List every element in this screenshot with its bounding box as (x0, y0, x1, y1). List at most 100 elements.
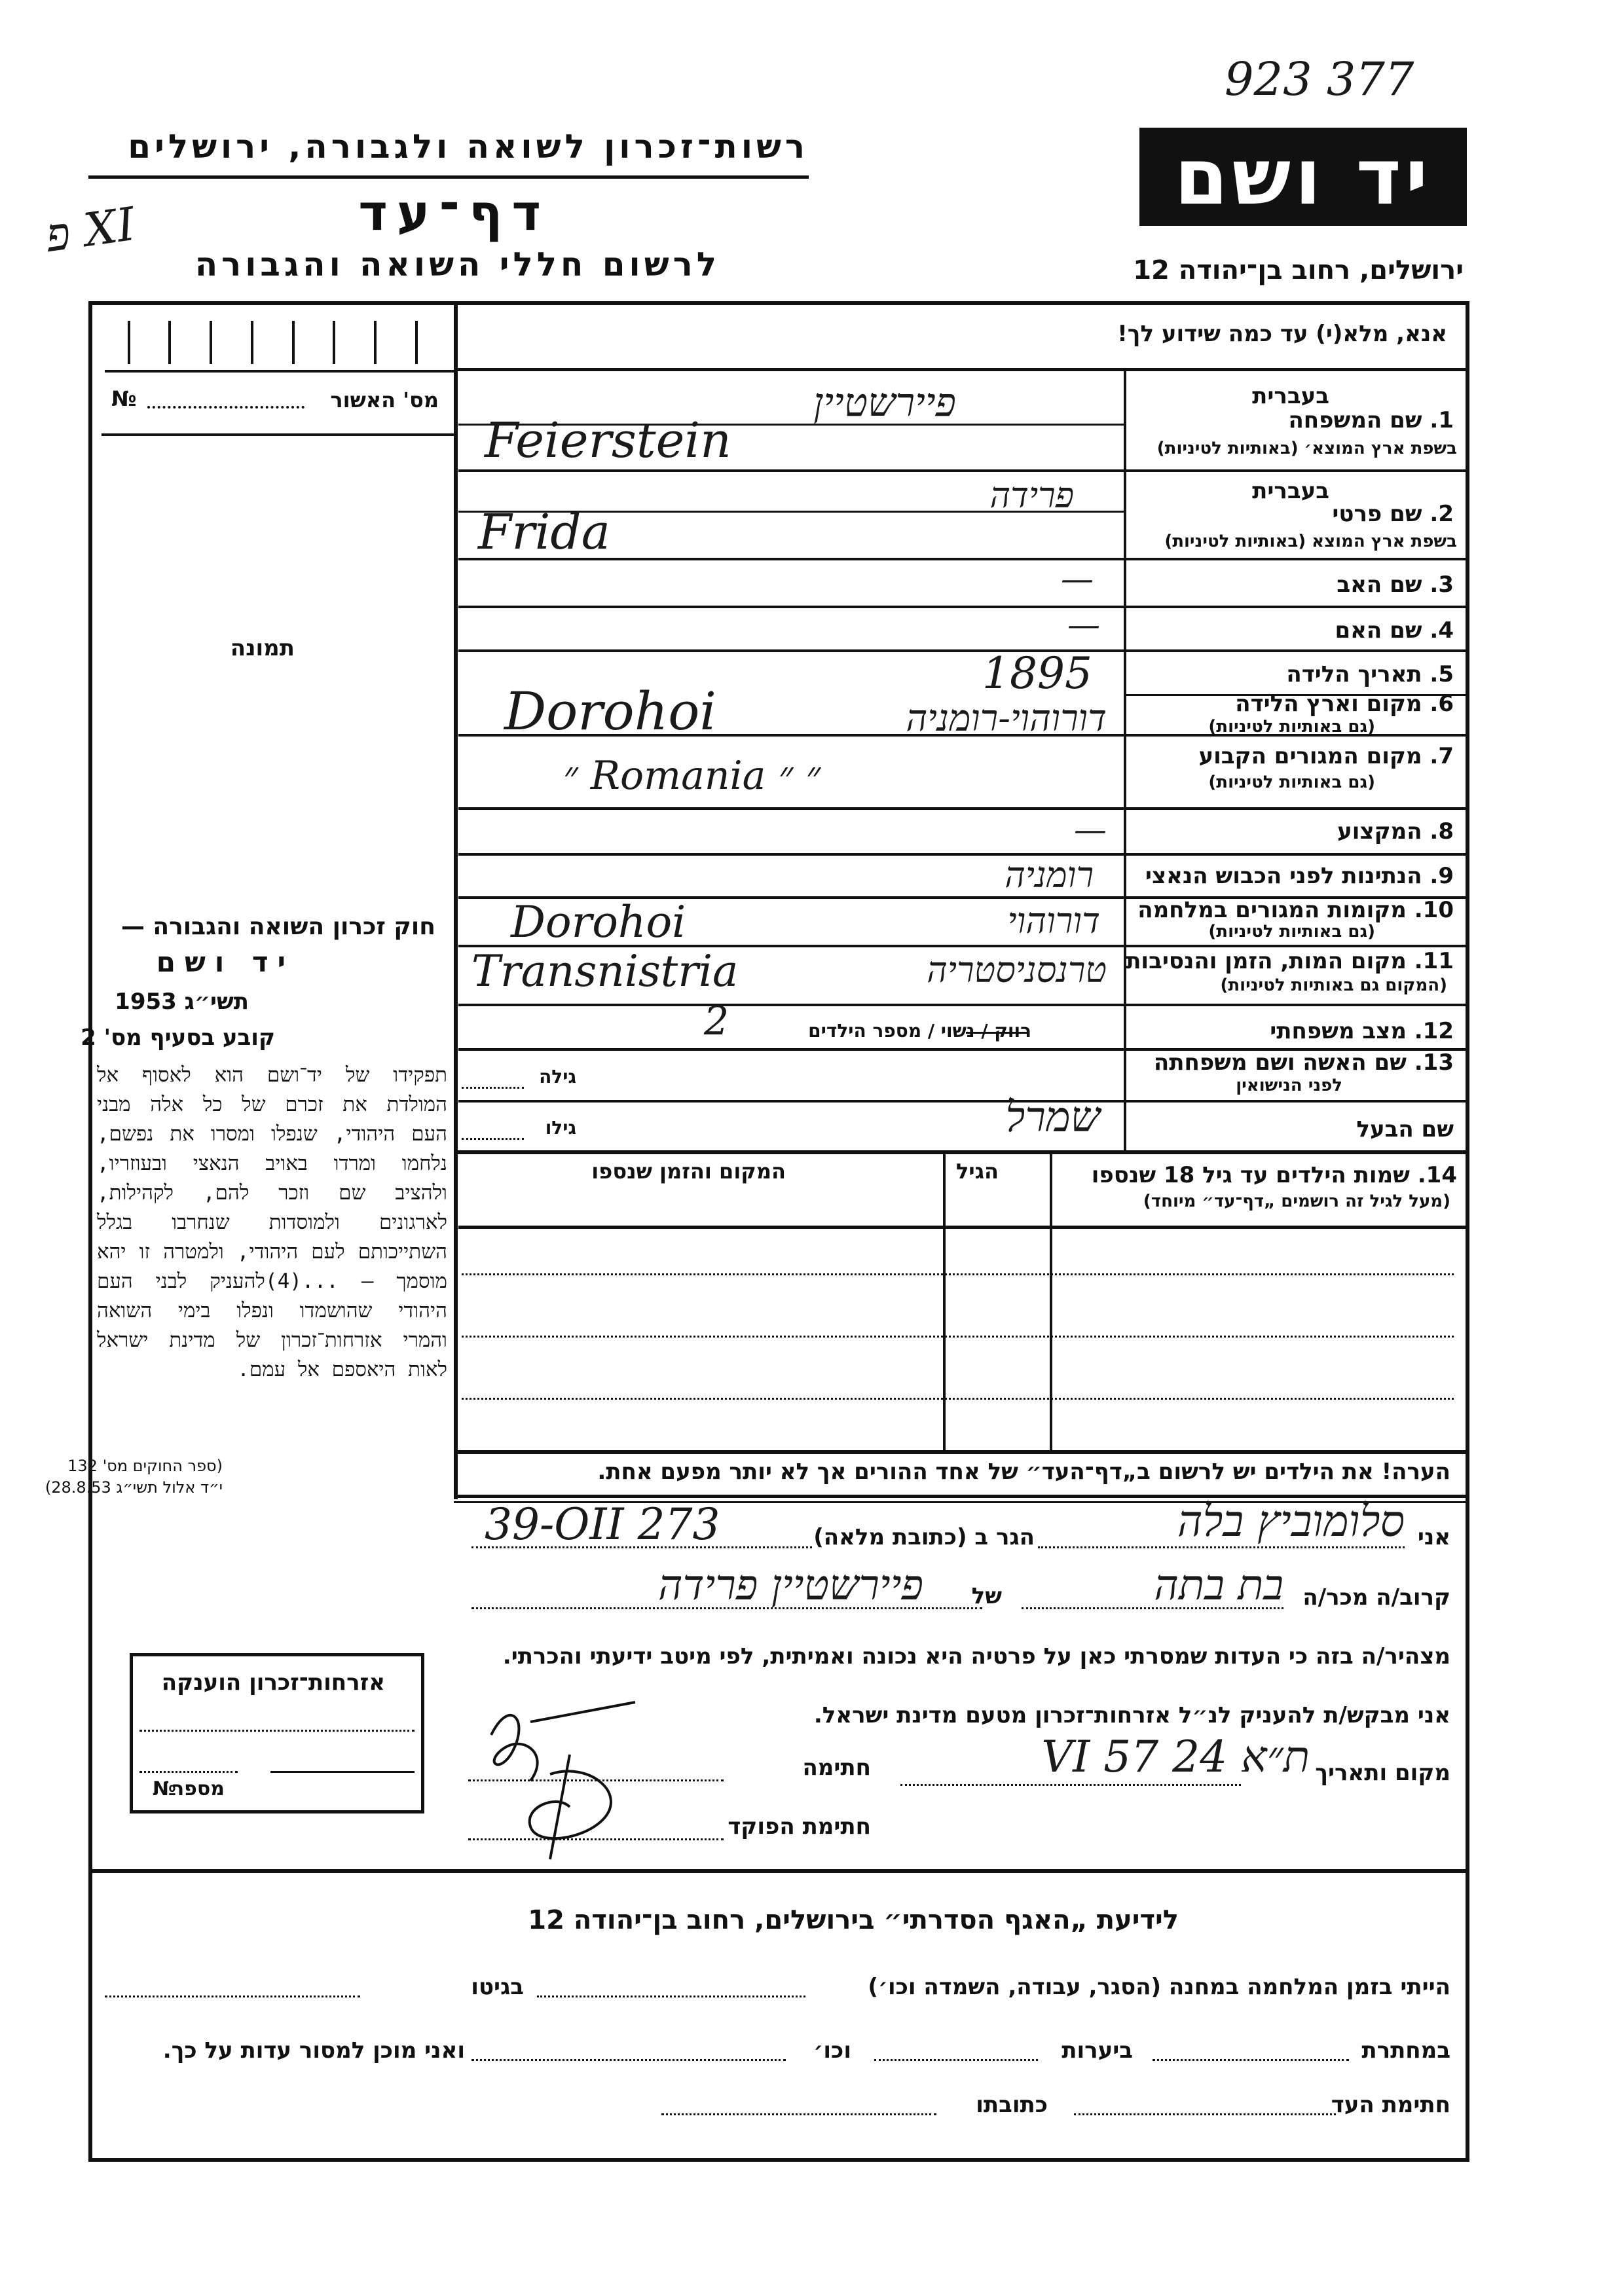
witness-signature-field[interactable] (1074, 2113, 1336, 2115)
mother-name-value[interactable]: — (1067, 606, 1100, 644)
subject-line (471, 1607, 982, 1609)
form-title: דף־עד (358, 183, 550, 242)
camp-text: הייתי בזמן המלחמה במחנה (הסגר, עבודה, הש… (868, 1974, 1450, 2000)
number-sign: № (111, 386, 137, 411)
marital-status-label: 12. מצב משפחתי (1270, 1018, 1454, 1044)
citizenship-title: אזרחות־זכרון הוענקה (161, 1669, 385, 1696)
family-name-label: 1. שם המשפחה (1288, 407, 1454, 433)
header-rule (88, 175, 809, 179)
first-name-sublabel: בשפת ארץ המוצא (באותיות לטיניות) (1164, 532, 1457, 551)
divider (101, 433, 455, 436)
signature-scribble (490, 1701, 636, 1860)
law-reference-1: (ספר החוקים מס' 132 (67, 1457, 223, 1475)
forests-label: ביערות (1061, 2037, 1133, 2064)
divider (88, 1869, 1467, 1873)
bottom-title: לידיעת „האגף הסדרתי״ בירושלים, רחוב בן־י… (528, 1905, 1179, 1935)
family-name-hebrew[interactable]: פיירשטיין (813, 380, 956, 426)
divider (270, 1771, 415, 1773)
wartime-residence-sublabel: (גם באותיות לטיניות) (1208, 922, 1375, 941)
forests-field[interactable] (874, 2059, 1038, 2061)
subject-name[interactable]: פיירשטיין פרידה (658, 1561, 923, 1610)
husband-name-value[interactable]: שמרל (1005, 1093, 1100, 1142)
etc-field[interactable] (471, 2059, 786, 2061)
death-place-hebrew[interactable]: טרנסניסטריה (927, 949, 1107, 991)
column-divider (1050, 1150, 1052, 1451)
citizenship-line[interactable] (139, 1730, 415, 1732)
nationality-label: 9. הנתינות לפני הכבוש הנאצי (1145, 863, 1454, 889)
place-date-value[interactable]: ת״א 24 VI 57 (1041, 1732, 1310, 1782)
underground-field[interactable] (1153, 2059, 1349, 2061)
officer-signature-field[interactable] (468, 1838, 724, 1840)
birth-date-value[interactable]: 1895 (982, 648, 1092, 699)
wife-name-label: 13. שם האשה ושם משפחתה (1153, 1049, 1454, 1076)
photo-label: תמונה (230, 635, 295, 661)
nationality-value[interactable]: רומניה (1005, 854, 1094, 896)
birth-place-latin[interactable]: Dorohoi (504, 681, 716, 742)
ghetto-field[interactable] (105, 1995, 360, 1997)
law-text: תפקידו של יד־ושם הוא לאסוף אל המולדת את … (97, 1063, 447, 1381)
father-name-label: 3. שם האב (1337, 572, 1454, 598)
attestation-statement: מצהיר/ה בזה כי העדות שמסרתי כאן על פרטיה… (502, 1643, 1450, 1669)
strikethrough-mark (966, 1032, 1028, 1034)
instruction: אנא, מלא(י) עד כמה שידוע לך! (1117, 321, 1447, 347)
first-name-hebrew[interactable]: פרידה (989, 475, 1075, 516)
approval-number-field[interactable] (147, 406, 304, 409)
relation-label: קרוב/ה מכר/ה (1302, 1584, 1450, 1611)
declarant-address[interactable]: 39-ОII 273 (485, 1499, 720, 1550)
age-column-header: הגיל (955, 1159, 999, 1184)
law-name: יד ושם (156, 946, 295, 978)
law-heading: חוק זכרון השואה והגבורה — (120, 913, 435, 940)
marital-status-options: רווק / נשוי / מספר הילדים (808, 1020, 1031, 1042)
death-place-sublabel: (המקום גם באותיות לטיניות) (1220, 975, 1447, 995)
children-count-value[interactable]: 2 (704, 998, 729, 1044)
wartime-residence-label: 10. מקומות המגורים במלחמה (1137, 897, 1454, 923)
address-label: הגר ב (כתובת מלאה) (813, 1524, 1035, 1550)
divider (458, 1226, 1467, 1229)
children-label: 14. שמות הילדים עד גיל 18 שנספו (1091, 1162, 1457, 1188)
yad-vashem-logo: יד ושם (1139, 128, 1467, 226)
witness-address-field[interactable] (661, 2113, 936, 2115)
form-subtitle: לרשום חללי השואה והגבורה (194, 246, 720, 283)
her-age-field[interactable] (462, 1087, 524, 1089)
header-address: ירושלים, רחוב בן־יהודה 12 (1133, 255, 1464, 285)
authority-name: רשות־זכרון לשואה ולגבורה, ירושלים (128, 128, 809, 166)
declarant-name[interactable]: סלומוביץ בלה (1177, 1496, 1405, 1546)
divider (105, 370, 455, 373)
divider (454, 368, 1466, 371)
mother-name-label: 4. שם האם (1335, 617, 1454, 644)
residence-value[interactable]: ״ Romania ״ ״ (563, 753, 821, 799)
first-name-label: 2. שם פרטי (1332, 501, 1454, 527)
wife-name-sublabel: לפני הנישואין (1236, 1076, 1342, 1095)
place-column-header: המקום והזמן שנספו (591, 1159, 786, 1184)
law-section: קובע בסעיף מס' 2 (81, 1025, 275, 1051)
officer-signature-label: חתימת הפוקד (728, 1813, 871, 1840)
birth-place-hebrew[interactable]: דורוהוי-רומניה (906, 697, 1107, 740)
profession-label: 8. המקצוע (1337, 818, 1454, 845)
ready-statement: ואני מוכן למסור עדות על כך. (162, 2037, 465, 2064)
signature-label: חתימה (802, 1755, 871, 1781)
children-note: הערה! את הילדים יש לרשום ב„דף־העד״ של אח… (597, 1459, 1450, 1485)
residence-label: 7. מקום המגורים הקבוע (1198, 743, 1454, 769)
address-line (471, 1546, 812, 1548)
death-place-latin[interactable]: Transnistria (471, 946, 739, 996)
death-place-label: 11. מקום המות, הזמן והנסיבות (1126, 948, 1454, 974)
signature-field[interactable] (468, 1779, 724, 1781)
ghetto-label: בגיטו (471, 1974, 524, 2000)
her-age-label: גילה (539, 1066, 576, 1087)
witness-signature-label: חתימת העד (1331, 2092, 1450, 2118)
family-name-latin[interactable]: Feierstein (485, 412, 731, 469)
profession-value[interactable]: — (1074, 811, 1107, 848)
first-name-latin[interactable]: Frida (478, 504, 610, 560)
wartime-residence-latin[interactable]: Dorohoi (511, 897, 686, 947)
label-value-divider (1124, 368, 1126, 1150)
margin-note: פ XI (42, 196, 139, 263)
left-column-divider (454, 301, 458, 1499)
camp-field[interactable] (537, 1995, 805, 1997)
children-sublabel: (מעל לגיל זה רושמים „דף־עד״ מיוחד) (1143, 1192, 1450, 1211)
wartime-residence-hebrew[interactable]: דורוהוי (1007, 900, 1100, 941)
father-name-value[interactable]: — (1061, 560, 1094, 598)
citizenship-number-field[interactable] (139, 1771, 238, 1773)
birth-date-label: 5. תאריך הלידה (1286, 661, 1454, 687)
his-age-field[interactable] (462, 1138, 524, 1140)
relation-value[interactable]: בת בתה (1154, 1561, 1283, 1610)
